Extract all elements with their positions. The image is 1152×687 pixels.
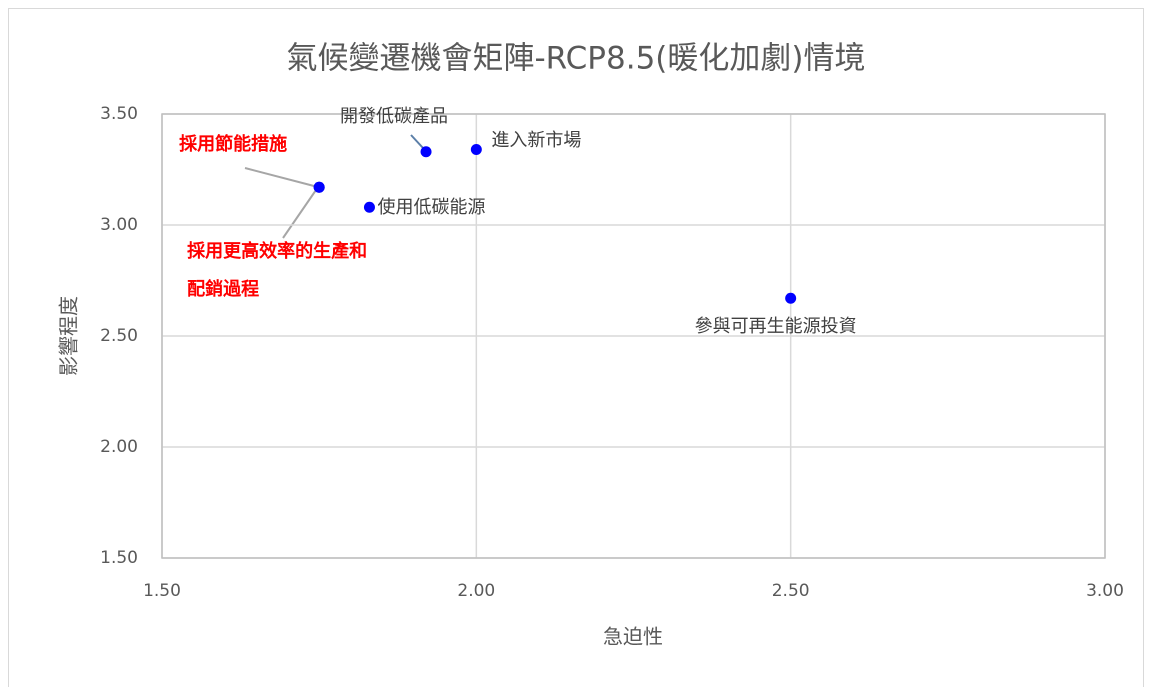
y-tick-label: 1.50 <box>100 548 138 568</box>
point-label: 參與可再生能源投資 <box>694 316 857 338</box>
plot-frame <box>161 113 1106 559</box>
chart-border <box>8 8 1144 687</box>
point-label: 進入新市場 <box>491 129 582 151</box>
point <box>363 201 375 213</box>
point-label: 採用節能措施 <box>179 134 288 156</box>
y-tick-label: 3.50 <box>100 104 138 124</box>
leader-line <box>244 167 315 187</box>
y-axis-label: 影響程度 <box>57 296 81 376</box>
point <box>470 144 482 156</box>
point <box>313 181 325 193</box>
x-axis-label: 急迫性 <box>603 625 663 649</box>
leader-line <box>410 134 424 149</box>
y-tick-label: 3.00 <box>100 215 138 235</box>
y-tick-label: 2.00 <box>100 437 138 457</box>
x-tick-label: 3.00 <box>1086 581 1124 601</box>
point-label: 採用更高效率的生產和配銷過程 <box>187 241 368 301</box>
x-tick-label: 2.00 <box>457 581 495 601</box>
y-tick-label: 2.50 <box>100 326 138 346</box>
point-label: 開發低碳產品 <box>340 105 449 127</box>
point <box>785 292 797 304</box>
chart-title: 氣候變遷機會矩陣-RCP8.5(暖化加劇)情境 <box>286 41 865 77</box>
x-tick-label: 2.50 <box>772 581 810 601</box>
x-tick-label: 1.50 <box>143 581 181 601</box>
leader-line <box>282 189 317 239</box>
point <box>420 146 432 158</box>
point-label: 使用低碳能源 <box>377 197 486 219</box>
